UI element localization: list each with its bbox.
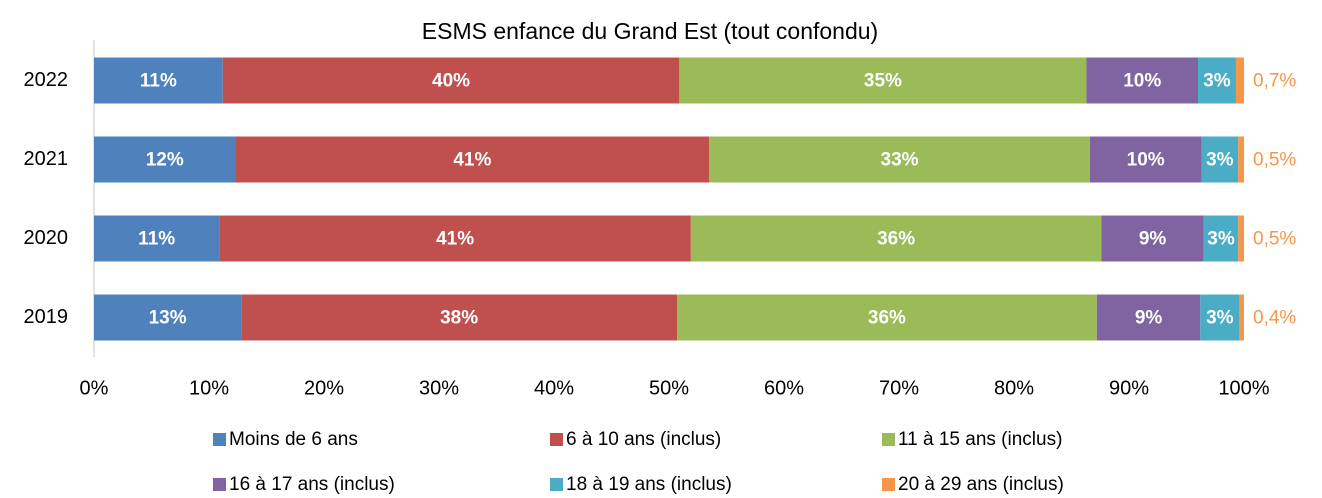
x-tick-label: 100% bbox=[1218, 377, 1269, 399]
data-label: 41% bbox=[453, 150, 491, 171]
chart-title: ESMS enfance du Grand Est (tout confondu… bbox=[422, 18, 878, 44]
x-tick-label: 60% bbox=[764, 377, 804, 399]
legend-label: 11 à 15 ans (inclus) bbox=[898, 429, 1062, 450]
y-tick-label: 2022 bbox=[24, 69, 69, 91]
x-tick-label: 20% bbox=[304, 377, 344, 399]
bar-segment bbox=[1238, 136, 1244, 183]
data-label: 9% bbox=[1135, 308, 1163, 329]
bar-segment bbox=[1089, 136, 1202, 183]
data-label: 40% bbox=[432, 71, 470, 92]
bar-segment bbox=[94, 215, 220, 262]
data-label: 3% bbox=[1203, 71, 1231, 92]
bar-segment bbox=[219, 215, 691, 262]
data-label: 0,5% bbox=[1253, 229, 1296, 250]
bar-segment bbox=[1235, 57, 1244, 104]
x-tick-label: 10% bbox=[189, 377, 229, 399]
bar-segment bbox=[1238, 215, 1244, 262]
bar-segment bbox=[94, 294, 242, 341]
x-tick-label: 80% bbox=[994, 377, 1034, 399]
legend-label: 20 à 29 ans (inclus) bbox=[898, 474, 1064, 495]
legend-label: 6 à 10 ans (inclus) bbox=[566, 429, 721, 450]
data-label: 36% bbox=[868, 308, 906, 329]
data-label: 13% bbox=[149, 308, 187, 329]
legend-swatch bbox=[213, 433, 226, 446]
data-label: 12% bbox=[146, 150, 184, 171]
data-label: 10% bbox=[1127, 150, 1165, 171]
legend-label: 18 à 19 ans (inclus) bbox=[566, 474, 732, 495]
legend-label: 16 à 17 ans (inclus) bbox=[229, 474, 395, 495]
x-tick-label: 50% bbox=[649, 377, 689, 399]
legend-swatch bbox=[550, 433, 563, 446]
bar-segment bbox=[94, 57, 223, 104]
bar-segment bbox=[1086, 57, 1198, 104]
bar-segment bbox=[241, 294, 678, 341]
bar-segment bbox=[222, 57, 680, 104]
data-label: 9% bbox=[1139, 229, 1167, 250]
data-label: 11% bbox=[140, 71, 177, 92]
data-label: 0,7% bbox=[1253, 71, 1296, 92]
x-tick-label: 30% bbox=[419, 377, 459, 399]
data-label: 10% bbox=[1123, 71, 1161, 92]
data-label: 33% bbox=[881, 150, 919, 171]
legend-swatch bbox=[213, 478, 226, 491]
legend-swatch bbox=[550, 478, 563, 491]
legend-swatch bbox=[882, 433, 895, 446]
bar-segment bbox=[1203, 215, 1239, 262]
y-tick-label: 2021 bbox=[24, 148, 69, 170]
bar-segment bbox=[94, 136, 236, 183]
data-label: 0,4% bbox=[1253, 308, 1296, 329]
legend-label: Moins de 6 ans bbox=[229, 429, 358, 450]
bar-segment bbox=[1201, 136, 1239, 183]
bar-segment bbox=[1101, 215, 1204, 262]
data-label: 3% bbox=[1207, 229, 1235, 250]
bar-segment bbox=[690, 215, 1102, 262]
y-tick-label: 2019 bbox=[24, 306, 69, 328]
x-tick-label: 90% bbox=[1109, 377, 1149, 399]
bar-segment bbox=[1096, 294, 1201, 341]
data-label: 0,5% bbox=[1253, 150, 1296, 171]
data-label: 35% bbox=[864, 71, 902, 92]
x-tick-label: 70% bbox=[879, 377, 919, 399]
bar-segment bbox=[1239, 294, 1244, 341]
bar-segment bbox=[235, 136, 710, 183]
data-label: 11% bbox=[138, 229, 175, 250]
data-label: 3% bbox=[1206, 150, 1234, 171]
data-label: 36% bbox=[877, 229, 915, 250]
bar-segment bbox=[1200, 294, 1240, 341]
data-label: 41% bbox=[436, 229, 474, 250]
x-tick-label: 40% bbox=[534, 377, 574, 399]
bar-segment bbox=[1198, 57, 1236, 104]
x-tick-label: 0% bbox=[80, 377, 109, 399]
data-label: 38% bbox=[440, 308, 478, 329]
legend-swatch bbox=[882, 478, 895, 491]
bar-segment bbox=[679, 57, 1087, 104]
data-label: 3% bbox=[1206, 308, 1234, 329]
bar-segment bbox=[709, 136, 1090, 183]
bar-segment bbox=[677, 294, 1097, 341]
y-tick-label: 2020 bbox=[24, 227, 69, 249]
